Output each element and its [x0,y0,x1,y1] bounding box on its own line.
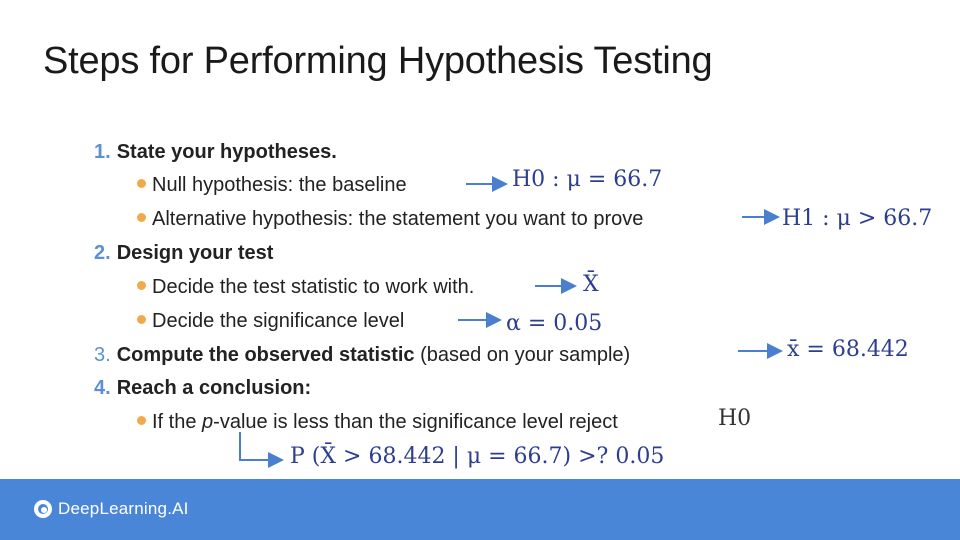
math-expression: x̄ = 68.442 [787,337,909,362]
step-number: 3. [94,344,111,366]
deeplearning-logo-icon [34,500,52,518]
step-1: 1. State your hypotheses. [94,141,337,164]
bullet-dot [137,213,146,223]
step-2: 2. Design your test [94,242,273,265]
bullet-alternative-hypothesis: Alternative hypothesis: the statement yo… [137,208,643,231]
step-number: 2. [94,242,111,264]
brand-name: DeepLearning.AI [58,499,189,518]
bullet-significance-level: Decide the significance level [137,310,404,333]
math-expression: H1 : μ > 66.7 [782,206,933,231]
bullet-test-statistic: Decide the test statistic to work with. [137,276,474,299]
bullet-conclusion: If the p-value is less than the signific… [137,411,618,434]
step-3: 3. Compute the observed statistic (based … [94,344,630,367]
bullet-text-italic: p [202,411,214,433]
slide-title: Steps for Performing Hypothesis Testing [43,40,713,82]
math-h1: H1 : μ > 66.7 [782,206,932,231]
step-heading: Reach a conclusion: [116,377,312,399]
bullet-text: Alternative hypothesis: the statement yo… [152,208,644,230]
math-expression: P (X̄ > 68.442 | μ = 66.7) >? 0.05 [290,444,665,469]
math-p-value-formula: P (X̄ > 68.442 | μ = 66.7) >? 0.05 [290,444,664,469]
math-xbar: X̄ [583,272,599,297]
step-note: (based on your sample) [420,344,631,366]
bullet-dot [137,179,146,189]
footer-bar: DeepLearning.AI [0,479,960,540]
bullet-text: -value is less than the significance lev… [213,411,618,433]
bullet-dot [137,315,146,325]
bullet-dot [137,281,146,291]
bullet-text: If the [152,411,203,433]
math-reject-h0: H0 [718,406,751,431]
math-alpha: α = 0.05 [506,311,602,336]
math-h0: H0 : μ = 66.7 [512,167,662,192]
math-expression: X̄ [583,272,599,297]
step-heading: State your hypotheses. [116,141,337,163]
bullet-dot [137,416,146,426]
math-expression: H0 [718,406,752,431]
step-number: 1. [94,141,111,163]
bullet-text: Decide the test statistic to work with. [152,276,475,298]
bullet-text: Null hypothesis: the baseline [152,174,407,196]
math-expression: H0 : μ = 66.7 [512,167,663,192]
arrow-to-p-value [239,432,284,468]
step-heading: Design your test [116,242,274,264]
step-number: 4. [94,377,111,399]
bullet-text: Decide the significance level [152,310,405,332]
step-heading: Compute the observed statistic [116,344,415,366]
math-observed-mean: x̄ = 68.442 [787,337,909,362]
brand: DeepLearning.AI [34,499,189,519]
bullet-null-hypothesis: Null hypothesis: the baseline [137,174,407,197]
step-4: 4. Reach a conclusion: [94,377,311,400]
math-expression: α = 0.05 [506,311,603,336]
